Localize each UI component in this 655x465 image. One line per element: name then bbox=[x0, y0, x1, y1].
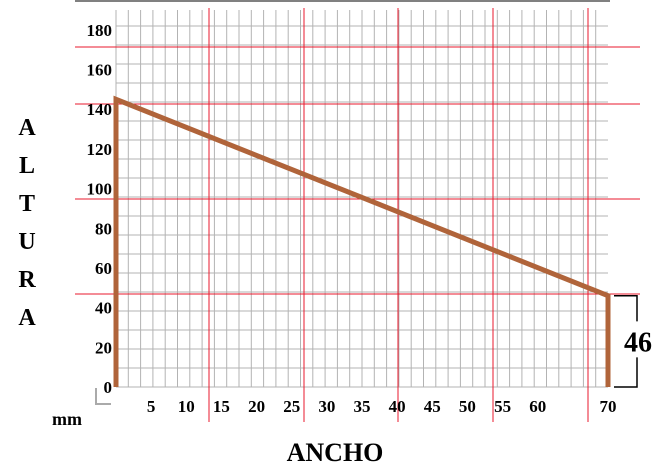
y-axis-label-letter: A bbox=[18, 305, 36, 331]
dimension-label: 46 bbox=[624, 327, 652, 358]
tick-labels: 0 20 40 60 80 100 120 140 160 180 5 10 15 20 25 30 35 40 4… bbox=[87, 21, 617, 416]
y-tick-label: 100 bbox=[87, 180, 113, 199]
x-tick-label: 45 bbox=[424, 397, 441, 416]
y-tick-label: 20 bbox=[95, 338, 112, 357]
y-axis-label-letter: L bbox=[19, 153, 35, 179]
x-tick-label: 60 bbox=[529, 397, 546, 416]
y-tick-label: 180 bbox=[87, 21, 113, 40]
y-axis-label-letter: T bbox=[19, 191, 35, 217]
y-tick-label: 0 bbox=[104, 378, 113, 397]
x-tick-label: 10 bbox=[178, 397, 195, 416]
y-axis-label-letter: A bbox=[18, 115, 36, 141]
x-tick-label: 50 bbox=[459, 397, 476, 416]
profile-line bbox=[113, 95, 611, 387]
y-axis-label-letter: U bbox=[18, 229, 35, 255]
unit-label: mm bbox=[52, 409, 82, 429]
x-tick-label: 70 bbox=[600, 397, 617, 416]
y-tick-label: 120 bbox=[87, 140, 113, 159]
y-tick-label: 80 bbox=[95, 219, 112, 238]
chart-marks: 46 bbox=[95, 95, 655, 405]
y-axis-label-letter: R bbox=[18, 267, 36, 293]
x-tick-label: 20 bbox=[248, 397, 265, 416]
dimension-label-bg bbox=[622, 321, 655, 358]
x-tick-label: 30 bbox=[318, 397, 335, 416]
x-tick-label: 35 bbox=[354, 397, 371, 416]
origin-bracket bbox=[95, 388, 111, 405]
x-tick-label: 5 bbox=[147, 397, 156, 416]
x-axis-label: ANCHO bbox=[287, 438, 384, 465]
x-tick-label: 40 bbox=[389, 397, 406, 416]
y-tick-label: 60 bbox=[95, 259, 112, 278]
y-tick-label: 40 bbox=[95, 299, 112, 318]
grid bbox=[75, 8, 640, 422]
x-tick-label: 25 bbox=[283, 397, 300, 416]
y-tick-label: 140 bbox=[87, 100, 113, 119]
y-tick-label: 160 bbox=[87, 61, 113, 80]
x-tick-label: 55 bbox=[494, 397, 511, 416]
x-tick-label: 15 bbox=[213, 397, 230, 416]
